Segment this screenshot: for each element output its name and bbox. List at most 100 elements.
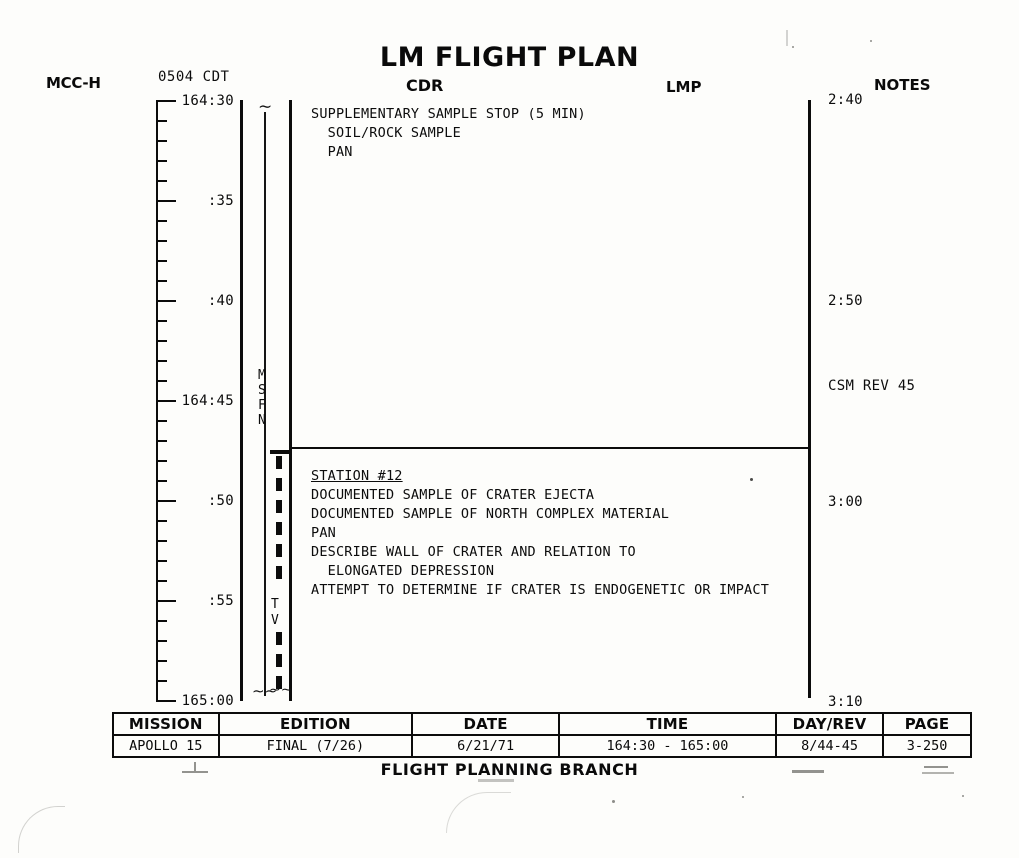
- table-header-cell: EDITION: [217, 712, 414, 736]
- timescale-minor-tick: [156, 660, 167, 662]
- column-header-mcc-h: MCC-H: [46, 74, 101, 92]
- registration-mark-right-c: [922, 772, 954, 774]
- timescale-minor-tick: [156, 360, 167, 362]
- timescale-minor-tick: [156, 320, 167, 322]
- tv-dash-segment: [276, 522, 282, 535]
- notes-entry: 2:40: [828, 92, 863, 108]
- table-header-cell: PAGE: [882, 712, 972, 736]
- page-title: LM FLIGHT PLAN: [379, 42, 640, 73]
- tv-label-char: T: [271, 597, 279, 612]
- timescale-minor-tick: [156, 340, 167, 342]
- table-header-cell: DATE: [411, 712, 560, 736]
- notes-entry: 3:00: [828, 494, 863, 510]
- scan-speck-2: [792, 46, 794, 48]
- timescale-minor-tick: [156, 180, 167, 182]
- tv-label-char: V: [271, 613, 279, 628]
- column-rule-notes: [808, 100, 811, 698]
- ground-time-label: 0504 CDT: [158, 69, 230, 85]
- timescale-label: :55: [207, 593, 234, 609]
- table-data-cell: FINAL (7/26): [217, 734, 414, 758]
- tv-squiggle-icon: ∼∼: [269, 682, 293, 698]
- timescale-major-tick: [156, 500, 176, 502]
- timescale-label: :35: [207, 193, 234, 209]
- registration-mark-right-a: [792, 770, 824, 773]
- timescale-major-tick: [156, 400, 176, 402]
- timescale-minor-tick: [156, 440, 167, 442]
- column-rule-left: [240, 100, 243, 701]
- timescale-label: 165:00: [181, 693, 234, 709]
- scan-corner-artifact: [18, 806, 65, 853]
- footer-info-table: MISSION EDITION DATE TIME DAY/REV PAGE APOLLO…: [112, 712, 972, 758]
- timescale-minor-tick: [156, 240, 167, 242]
- timescale-major-tick: [156, 600, 176, 602]
- tv-dash-segment: [276, 500, 282, 513]
- tv-dash-segment: [276, 456, 282, 469]
- registration-mark-left-v: [194, 762, 196, 772]
- timescale-minor-tick: [156, 380, 167, 382]
- timescale-major-tick: [156, 300, 176, 302]
- tv-dash-segment: [276, 654, 282, 667]
- column-header-lmp: LMP: [666, 78, 702, 96]
- msfn-label-char: S: [258, 383, 266, 398]
- timescale-minor-tick: [156, 640, 167, 642]
- table-data-cell: 3-250: [882, 734, 972, 758]
- timescale-minor-tick: [156, 460, 167, 462]
- table-row: APOLLO 15 FINAL (7/26) 6/21/71 164:30 - 165…: [112, 734, 972, 758]
- timescale-label: 164:45: [181, 393, 234, 409]
- tv-dash-segment: [276, 544, 282, 557]
- timescale-minor-tick: [156, 120, 167, 122]
- activity-block-supplementary-sample-stop: SUPPLEMENTARY SAMPLE STOP (5 MIN) SOIL/R…: [311, 106, 586, 160]
- scan-speck-3: [870, 40, 872, 42]
- timescale-label: :40: [207, 293, 234, 309]
- msfn-coverage-line: [264, 112, 266, 696]
- timescale-minor-tick: [156, 420, 167, 422]
- tv-dash-segment: [276, 676, 282, 689]
- timescale-minor-tick: [156, 520, 167, 522]
- timescale-minor-tick: [156, 680, 167, 682]
- scan-speck-1: [750, 478, 753, 481]
- activity-block-station-12: STATION #12 DOCUMENTED SAMPLE OF CRATER E…: [311, 467, 769, 600]
- timescale-minor-tick: [156, 220, 167, 222]
- station-12-task-list: DOCUMENTED SAMPLE OF CRATER EJECTA DOCUM…: [311, 487, 770, 598]
- scan-speck-6: [962, 795, 964, 797]
- notes-entry: 3:10: [828, 694, 863, 710]
- msfn-label-char: F: [258, 398, 266, 413]
- msfn-squiggle-top-icon: ∼: [258, 97, 273, 117]
- notes-entry: 2:50: [828, 293, 863, 309]
- registration-mark-left-h: [182, 771, 208, 773]
- msfn-label-char: M: [258, 368, 266, 383]
- station-12-heading: STATION #12: [311, 468, 403, 484]
- timescale-minor-tick: [156, 160, 167, 162]
- activity-divider: [289, 447, 810, 449]
- timescale-minor-tick: [156, 280, 167, 282]
- notes-entry: CSM REV 45: [828, 378, 916, 394]
- timescale-major-tick: [156, 200, 176, 202]
- table-data-cell: 164:30 - 165:00: [558, 734, 777, 758]
- timescale-label: :50: [207, 493, 234, 509]
- table-data-cell: APOLLO 15: [112, 734, 220, 758]
- msfn-squiggle-bottom-icon: ∼∼: [252, 682, 278, 700]
- timescale-minor-tick: [156, 140, 167, 142]
- tv-line-cap: [270, 450, 289, 454]
- msfn-label-char: N: [258, 413, 266, 428]
- tv-dash-segment: [276, 566, 282, 579]
- column-header-notes: NOTES: [874, 76, 931, 94]
- column-rule-cdr: [289, 100, 292, 701]
- table-data-cell: 8/44-45: [774, 734, 885, 758]
- timescale-minor-tick: [156, 260, 167, 262]
- timescale-minor-tick: [156, 480, 167, 482]
- timescale-minor-tick: [156, 580, 167, 582]
- tv-dash-segment: [276, 478, 282, 491]
- registration-mark-center: [478, 779, 514, 782]
- tv-dash-segment: [276, 632, 282, 645]
- column-header-cdr: CDR: [406, 76, 444, 95]
- scan-arc-artifact: [446, 792, 511, 833]
- table-header-cell: TIME: [558, 712, 777, 736]
- registration-mark-right-b: [924, 766, 948, 768]
- timescale-label: 164:30: [181, 93, 234, 109]
- table-header-row: MISSION EDITION DATE TIME DAY/REV PAGE: [112, 712, 972, 736]
- timescale-major-tick: [156, 700, 176, 702]
- table-header-cell: DAY/REV: [774, 712, 885, 736]
